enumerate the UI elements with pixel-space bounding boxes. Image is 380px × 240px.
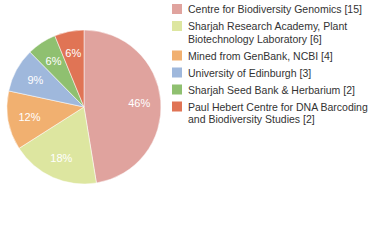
data-label: 6%	[46, 55, 62, 67]
legend-swatch	[172, 21, 182, 31]
legend-label: Mined from GenBank, NCBI [4]	[188, 50, 333, 62]
legend-swatch	[172, 4, 182, 14]
data-label: 9%	[27, 74, 43, 86]
data-label: 12%	[18, 111, 40, 123]
slice	[55, 30, 84, 107]
data-label: 18%	[50, 152, 72, 164]
legend-label: Sharjah Research Academy, PlantBiotechno…	[188, 20, 347, 45]
legend-swatch	[172, 68, 182, 78]
legend-swatch	[172, 102, 182, 112]
legend: Centre for Biodiversity Genomics [15] Sha…	[172, 3, 368, 125]
slice	[84, 30, 161, 183]
legend-label: Paul Hebert Centre for DNA Barcodingand …	[188, 101, 368, 126]
legend-label: University of Edinburgh [3]	[188, 67, 311, 79]
legend-swatch	[172, 85, 182, 95]
legend-swatch	[172, 51, 182, 61]
slices	[7, 30, 161, 184]
data-label: 46%	[128, 97, 150, 109]
legend-label: Centre for Biodiversity Genomics [15]	[188, 3, 362, 15]
legend-label: Sharjah Seed Bank & Herbarium [2]	[188, 84, 355, 96]
data-label: 6%	[65, 47, 81, 59]
data-labels: 46%18%12%9%6%6%	[18, 47, 150, 164]
chart: 46%18%12%9%6%6%Centre for Biodiversity G…	[0, 0, 380, 240]
